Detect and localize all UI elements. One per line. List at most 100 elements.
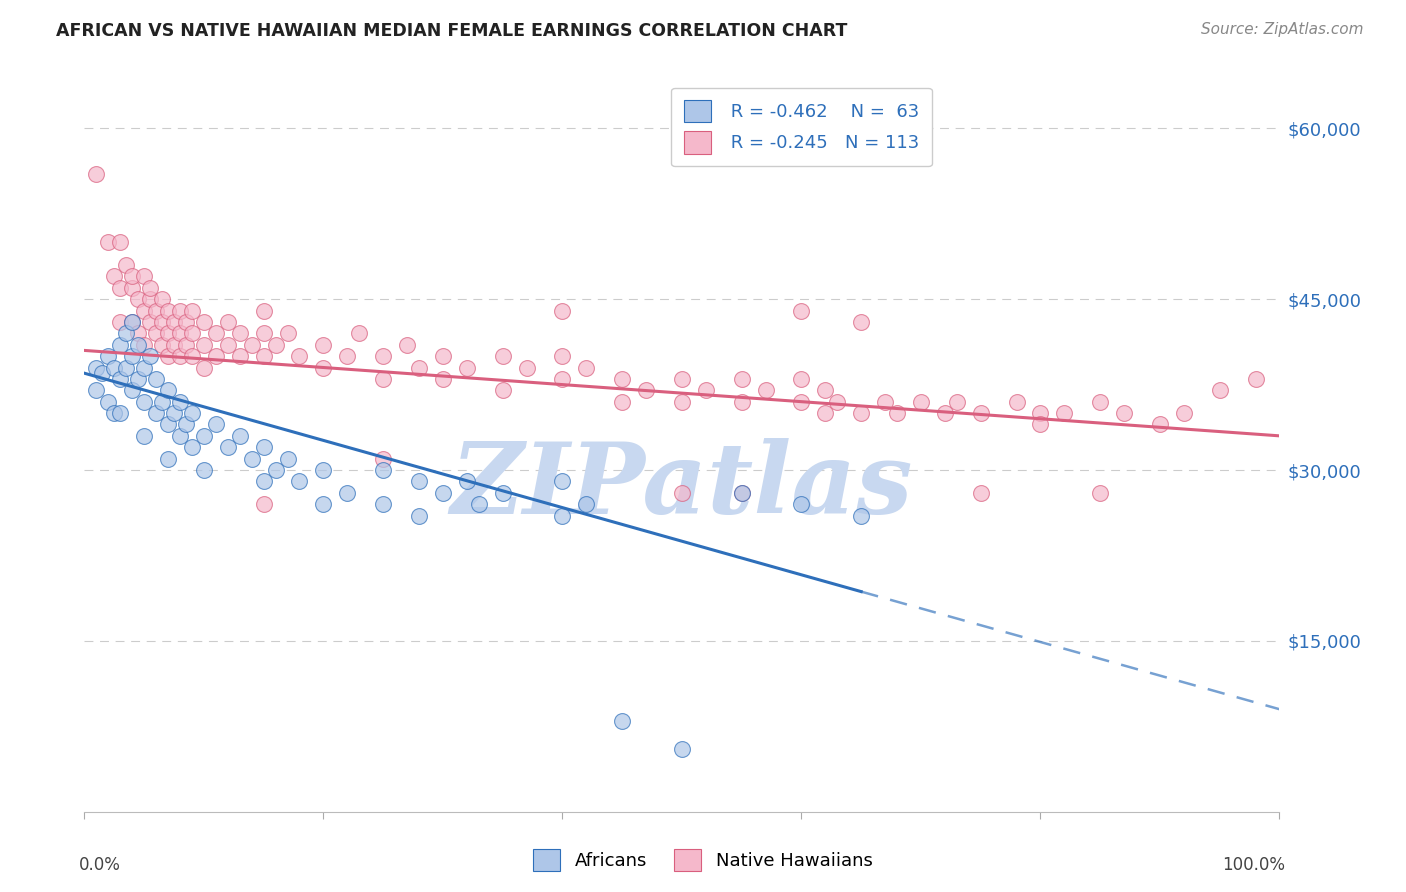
- Point: [121, 269, 143, 284]
- Point: [132, 394, 156, 409]
- Point: [432, 372, 454, 386]
- Point: [814, 406, 837, 420]
- Point: [612, 372, 634, 386]
- Point: [790, 303, 813, 318]
- Point: [432, 349, 454, 363]
- Point: [139, 281, 162, 295]
- Point: [312, 463, 335, 477]
- Point: [910, 394, 932, 409]
- Point: [575, 497, 598, 511]
- Point: [103, 269, 125, 284]
- Point: [408, 475, 430, 489]
- Point: [127, 292, 149, 306]
- Point: [1053, 406, 1076, 420]
- Point: [240, 451, 263, 466]
- Point: [373, 349, 395, 363]
- Point: [612, 714, 634, 728]
- Point: [288, 349, 311, 363]
- Text: AFRICAN VS NATIVE HAWAIIAN MEDIAN FEMALE EARNINGS CORRELATION CHART: AFRICAN VS NATIVE HAWAIIAN MEDIAN FEMALE…: [56, 22, 848, 40]
- Point: [1173, 406, 1195, 420]
- Point: [217, 440, 239, 454]
- Point: [731, 372, 754, 386]
- Point: [127, 326, 149, 341]
- Point: [169, 326, 191, 341]
- Point: [86, 384, 108, 398]
- Point: [277, 326, 299, 341]
- Point: [97, 349, 120, 363]
- Point: [731, 394, 754, 409]
- Point: [181, 406, 204, 420]
- Point: [1090, 485, 1112, 500]
- Point: [97, 394, 120, 409]
- Point: [336, 349, 359, 363]
- Point: [169, 349, 191, 363]
- Point: [174, 337, 197, 351]
- Point: [110, 235, 132, 250]
- Point: [157, 451, 180, 466]
- Legend: Africans, Native Hawaiians: Africans, Native Hawaiians: [526, 842, 880, 879]
- Point: [551, 303, 574, 318]
- Point: [790, 497, 813, 511]
- Point: [408, 360, 430, 375]
- Point: [253, 475, 276, 489]
- Point: [169, 429, 191, 443]
- Point: [91, 366, 114, 380]
- Point: [671, 742, 693, 756]
- Point: [150, 394, 173, 409]
- Point: [174, 315, 197, 329]
- Point: [253, 303, 276, 318]
- Point: [157, 384, 180, 398]
- Point: [145, 326, 167, 341]
- Point: [492, 349, 515, 363]
- Point: [145, 372, 167, 386]
- Point: [612, 394, 634, 409]
- Point: [851, 406, 873, 420]
- Point: [432, 485, 454, 500]
- Point: [396, 337, 419, 351]
- Point: [205, 349, 228, 363]
- Point: [121, 315, 143, 329]
- Point: [169, 394, 191, 409]
- Point: [181, 326, 204, 341]
- Point: [1114, 406, 1136, 420]
- Point: [157, 417, 180, 432]
- Point: [193, 360, 215, 375]
- Point: [169, 303, 191, 318]
- Point: [132, 337, 156, 351]
- Point: [150, 337, 173, 351]
- Point: [163, 337, 186, 351]
- Point: [373, 497, 395, 511]
- Point: [229, 326, 252, 341]
- Point: [1209, 384, 1232, 398]
- Point: [253, 326, 276, 341]
- Point: [1029, 406, 1052, 420]
- Point: [240, 337, 263, 351]
- Point: [145, 303, 167, 318]
- Point: [373, 372, 395, 386]
- Point: [205, 326, 228, 341]
- Point: [110, 372, 132, 386]
- Point: [551, 508, 574, 523]
- Point: [217, 315, 239, 329]
- Point: [132, 360, 156, 375]
- Point: [575, 360, 598, 375]
- Point: [132, 303, 156, 318]
- Point: [127, 372, 149, 386]
- Point: [150, 292, 173, 306]
- Point: [181, 349, 204, 363]
- Point: [790, 372, 813, 386]
- Point: [1090, 394, 1112, 409]
- Point: [468, 497, 491, 511]
- Point: [970, 406, 993, 420]
- Point: [157, 326, 180, 341]
- Point: [97, 235, 120, 250]
- Point: [103, 406, 125, 420]
- Point: [115, 326, 138, 341]
- Point: [115, 258, 138, 272]
- Text: 0.0%: 0.0%: [79, 856, 121, 874]
- Point: [103, 360, 125, 375]
- Point: [121, 315, 143, 329]
- Point: [253, 497, 276, 511]
- Point: [312, 360, 335, 375]
- Point: [150, 315, 173, 329]
